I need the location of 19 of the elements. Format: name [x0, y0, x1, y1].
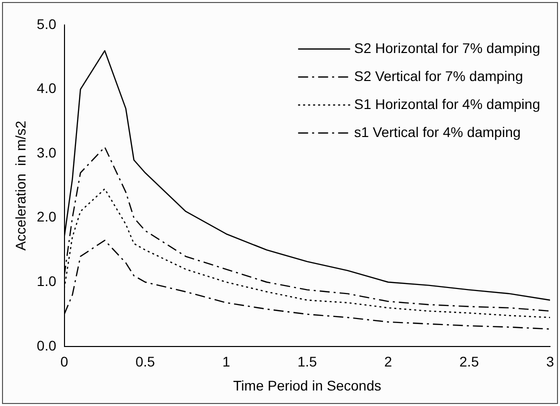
x-tick-label: 3: [546, 354, 554, 370]
y-axis-title: Acceleration in m/s2: [12, 120, 28, 251]
x-axis-title: Time Period in Seconds: [233, 377, 382, 394]
legend-label: S2 Vertical for 7% damping: [354, 68, 523, 84]
legend-label: s1 Vertical for 4% damping: [354, 124, 521, 140]
y-tick-label: 3.0: [36, 144, 56, 160]
y-tick-label: 0.0: [36, 337, 56, 354]
y-tick-label: 1.0: [36, 272, 56, 289]
x-tick-label: 1: [222, 354, 230, 370]
y-tick-label: 2.0: [36, 208, 56, 225]
legend-label: S2 Horizontal for 7% damping: [354, 40, 540, 56]
x-tick-label: 0: [60, 354, 68, 370]
legend-label: S1 Horizontal for 4% damping: [354, 96, 540, 112]
x-tick-label: 2: [384, 354, 392, 370]
x-tick-label: 2.5: [459, 354, 480, 370]
y-tick-label: 5.0: [36, 16, 56, 32]
x-tick-label: 1.5: [297, 354, 318, 370]
x-tick-label: 0.5: [136, 354, 156, 370]
y-tick-label: 4.0: [36, 80, 56, 96]
